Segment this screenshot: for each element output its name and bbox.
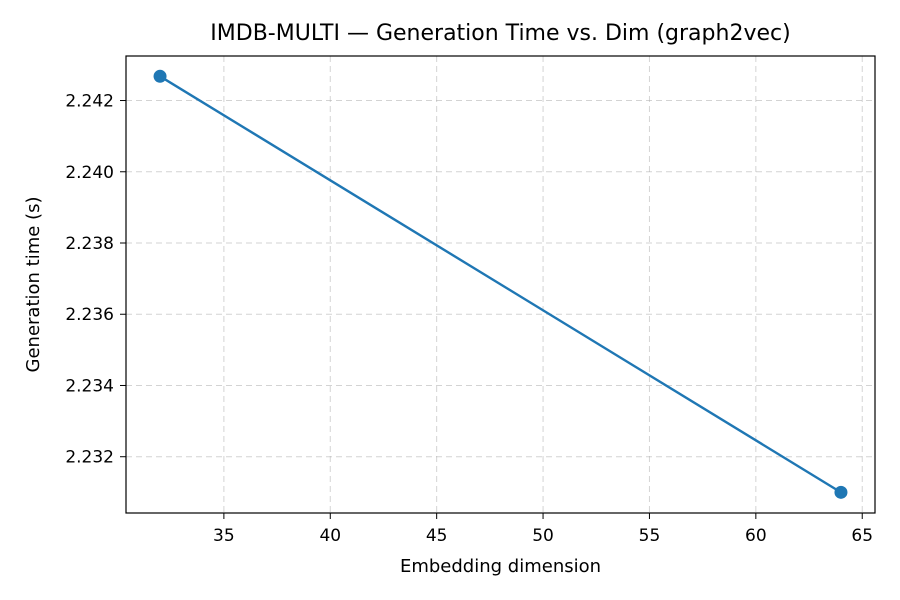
data-point	[153, 69, 167, 83]
data-point	[834, 485, 848, 499]
series-line	[158, 75, 843, 494]
y-axis-label: Generation time (s)	[23, 197, 44, 373]
x-tick-label: 35	[213, 526, 235, 546]
y-tick-label: 2.232	[65, 448, 114, 468]
x-tick-label: 65	[851, 526, 873, 546]
x-tick-label: 40	[319, 526, 341, 546]
y-tick-label: 2.236	[65, 305, 114, 325]
x-tick-label: 55	[639, 526, 661, 546]
y-tick-label: 2.240	[65, 163, 114, 183]
x-tick-label: 50	[532, 526, 554, 546]
y-tick-label: 2.242	[65, 92, 114, 112]
y-tick-label: 2.234	[65, 376, 114, 396]
plot-area-frame	[125, 55, 876, 514]
x-tick-label: 45	[426, 526, 448, 546]
y-tick-label: 2.238	[65, 234, 114, 254]
x-tick-label: 60	[745, 526, 767, 546]
x-axis-label: Embedding dimension	[400, 556, 601, 577]
series-layer	[153, 69, 848, 499]
x-axis: 35 40 45 50 55 60 65	[213, 513, 873, 546]
grid	[126, 56, 875, 513]
chart-title: IMDB-MULTI — Generation Time vs. Dim (gr…	[210, 21, 790, 46]
y-axis: 2.232 2.234 2.236 2.238 2.240 2.242	[65, 92, 126, 468]
